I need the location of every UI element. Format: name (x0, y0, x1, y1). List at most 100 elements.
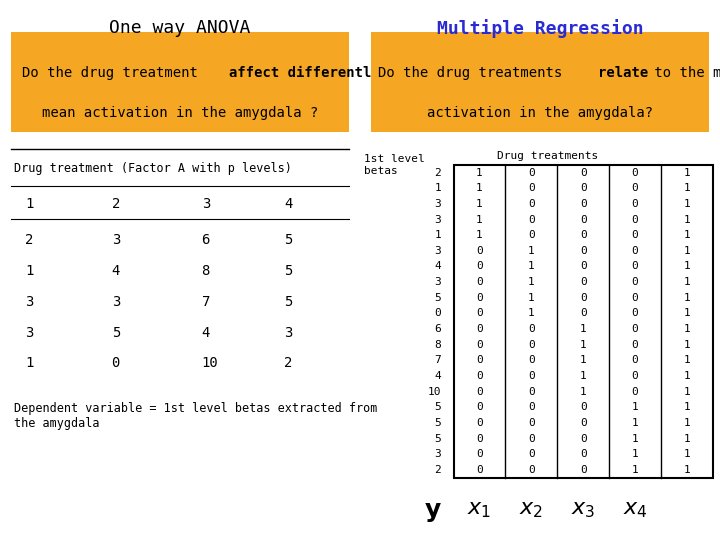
Text: 0: 0 (476, 465, 483, 475)
Text: 5: 5 (434, 293, 441, 303)
Text: 0: 0 (580, 418, 587, 428)
Text: 1: 1 (476, 214, 483, 225)
Text: 1: 1 (683, 465, 690, 475)
Text: 0: 0 (476, 449, 483, 460)
Text: 0: 0 (476, 387, 483, 397)
Text: 1: 1 (476, 167, 483, 178)
Text: 3: 3 (112, 233, 120, 247)
Text: Do the drug treatments: Do the drug treatments (378, 66, 571, 80)
Text: 0: 0 (631, 340, 639, 350)
Text: 1: 1 (580, 324, 587, 334)
Text: 1: 1 (683, 434, 690, 444)
Text: 1: 1 (683, 324, 690, 334)
Text: 1: 1 (683, 183, 690, 193)
Text: 0: 0 (580, 230, 587, 240)
Text: 1: 1 (683, 355, 690, 366)
Text: relate: relate (598, 66, 648, 80)
Text: 5: 5 (284, 264, 293, 278)
Text: 0: 0 (528, 230, 535, 240)
Text: 0: 0 (528, 214, 535, 225)
Text: 0: 0 (476, 402, 483, 413)
Text: 1: 1 (683, 199, 690, 209)
Text: 0: 0 (528, 183, 535, 193)
Text: 0: 0 (580, 261, 587, 272)
Text: 4: 4 (434, 261, 441, 272)
Text: 0: 0 (528, 199, 535, 209)
Text: 2: 2 (434, 465, 441, 475)
Text: mean activation in the amygdala ?: mean activation in the amygdala ? (42, 106, 318, 120)
Text: 4: 4 (112, 264, 120, 278)
Text: 8: 8 (434, 340, 441, 350)
Text: 0: 0 (528, 355, 535, 366)
Text: 3: 3 (434, 199, 441, 209)
Text: 0: 0 (631, 387, 639, 397)
Text: affect differently: affect differently (229, 66, 379, 80)
Text: 1: 1 (683, 371, 690, 381)
Text: Multiple Regression: Multiple Regression (437, 19, 643, 38)
Text: $x_1$: $x_1$ (467, 500, 492, 521)
Text: 0: 0 (580, 402, 587, 413)
Text: 0: 0 (476, 434, 483, 444)
Text: 2: 2 (112, 197, 120, 211)
Text: 0: 0 (631, 167, 639, 178)
Text: 1: 1 (631, 434, 639, 444)
Text: 8: 8 (202, 264, 210, 278)
Text: 2: 2 (284, 356, 293, 370)
Text: 3: 3 (25, 295, 34, 309)
Text: 1: 1 (683, 293, 690, 303)
Text: 0: 0 (476, 277, 483, 287)
Text: Do the drug treatment: Do the drug treatment (22, 66, 206, 80)
Text: 0: 0 (476, 418, 483, 428)
Text: 1: 1 (580, 355, 587, 366)
Text: 0: 0 (631, 324, 639, 334)
Text: 1: 1 (683, 340, 690, 350)
Text: 1: 1 (631, 402, 639, 413)
Text: 2: 2 (25, 233, 34, 247)
Text: 7: 7 (434, 355, 441, 366)
Text: 3: 3 (434, 277, 441, 287)
Text: 1: 1 (434, 230, 441, 240)
Text: 4: 4 (202, 326, 210, 340)
Text: 0: 0 (580, 293, 587, 303)
Text: y: y (425, 498, 441, 522)
Text: 5: 5 (112, 326, 120, 340)
Text: 0: 0 (476, 324, 483, 334)
Text: 10: 10 (202, 356, 218, 370)
Text: 1: 1 (683, 308, 690, 319)
Text: 1: 1 (683, 214, 690, 225)
Text: 10: 10 (428, 387, 441, 397)
Text: $x_3$: $x_3$ (571, 500, 595, 521)
Text: 5: 5 (284, 233, 293, 247)
Text: 1: 1 (528, 293, 535, 303)
Text: 1: 1 (683, 387, 690, 397)
Text: 0: 0 (580, 183, 587, 193)
Text: 0: 0 (528, 371, 535, 381)
Text: 0: 0 (580, 308, 587, 319)
Text: 0: 0 (476, 308, 483, 319)
Text: 0: 0 (631, 277, 639, 287)
Text: 1: 1 (528, 308, 535, 319)
Text: 0: 0 (528, 387, 535, 397)
Text: 0: 0 (476, 355, 483, 366)
Text: 1: 1 (683, 449, 690, 460)
Text: 0: 0 (631, 261, 639, 272)
Text: activation in the amygdala?: activation in the amygdala? (427, 106, 653, 120)
Text: 5: 5 (434, 418, 441, 428)
Text: 1: 1 (476, 183, 483, 193)
Text: 1st level
betas: 1st level betas (364, 154, 424, 176)
Text: 3: 3 (284, 326, 293, 340)
Text: 0: 0 (580, 277, 587, 287)
Text: 1: 1 (25, 356, 34, 370)
Text: 4: 4 (434, 371, 441, 381)
Text: 1: 1 (528, 277, 535, 287)
Text: 1: 1 (631, 418, 639, 428)
Text: 0: 0 (476, 261, 483, 272)
Text: 2: 2 (434, 167, 441, 178)
Text: 0: 0 (631, 230, 639, 240)
Text: 3: 3 (434, 246, 441, 256)
Text: Dependent variable = 1st level betas extracted from
the amygdala: Dependent variable = 1st level betas ext… (14, 402, 378, 430)
Text: 1: 1 (683, 167, 690, 178)
FancyBboxPatch shape (454, 165, 713, 478)
Text: 1: 1 (683, 418, 690, 428)
Text: 1: 1 (528, 261, 535, 272)
